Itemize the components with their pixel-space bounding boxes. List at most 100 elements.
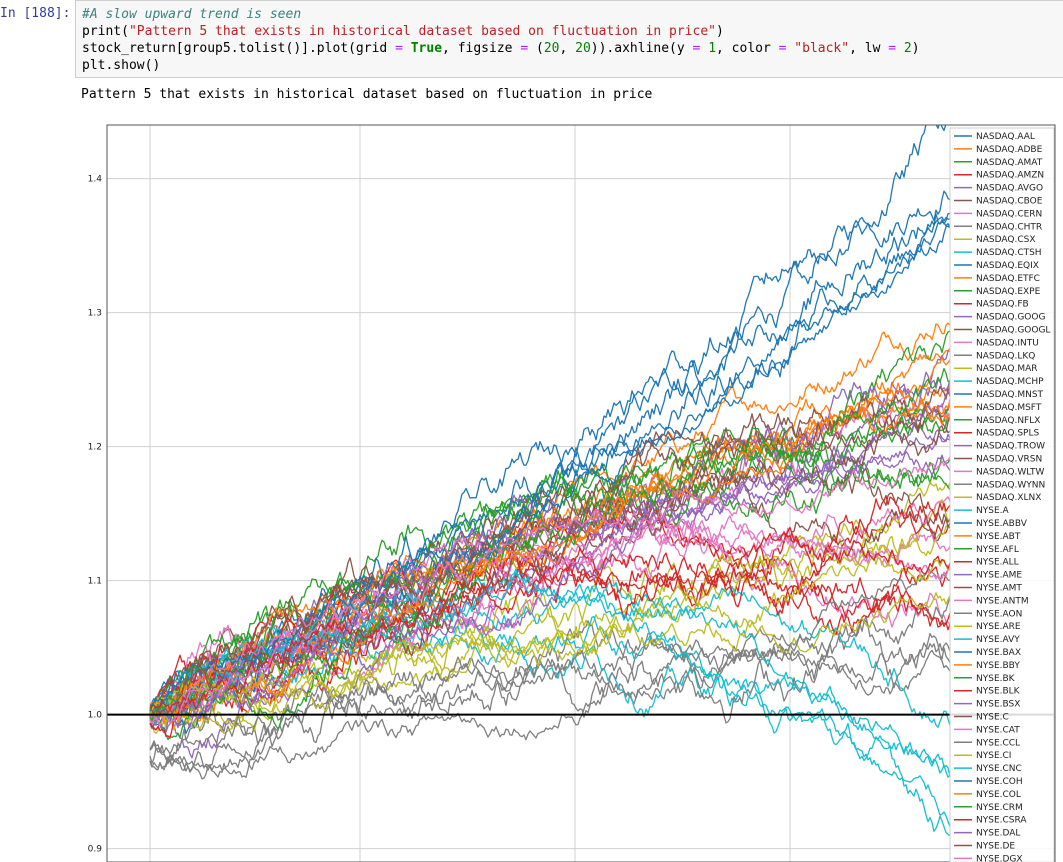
legend-label: NASDAQ.GOOG (976, 313, 1045, 323)
legend-label: NASDAQ.GOOGL (976, 326, 1050, 336)
code-line-2: print("Pattern 5 that exists in historic… (82, 23, 724, 40)
legend-label: NYSE.BK (976, 674, 1016, 684)
legend-label: NASDAQ.CBOE (976, 197, 1043, 207)
legend-label: NYSE.AME (976, 571, 1022, 581)
legend-label: NASDAQ.CTSH (976, 248, 1042, 258)
legend-label: NASDAQ.WLTW (976, 467, 1044, 477)
legend-label: NYSE.DE (976, 842, 1015, 852)
legend-label: NYSE.COH (976, 777, 1023, 787)
legend-label: NASDAQ.ETFC (976, 274, 1040, 284)
code-number: 20 (575, 41, 591, 56)
legend-label: NASDAQ.MCHP (976, 377, 1044, 387)
legend-label: NASDAQ.AVGO (976, 184, 1043, 194)
legend-label: NASDAQ.XLNX (976, 493, 1041, 503)
code-line-4: plt.show() (82, 57, 160, 74)
code-token: , color (716, 41, 779, 56)
legend-label: NASDAQ.MAR (976, 364, 1038, 374)
series-line-nyse-col (149, 356, 951, 720)
legend-label: NYSE.CRM (976, 803, 1023, 813)
code-keyword: True (402, 41, 443, 56)
code-line-3: stock_return[group5.tolist()].plot(grid … (82, 40, 920, 57)
legend-label: NASDAQ.INTU (976, 338, 1039, 348)
legend-label: NYSE.BAX (976, 648, 1021, 658)
code-number: 20 (543, 41, 560, 56)
legend-label: NASDAQ.NFLX (976, 416, 1040, 426)
cell-output-text: Pattern 5 that exists in historical data… (81, 87, 653, 102)
series-line-nyse-bsx (149, 350, 951, 719)
legend-label: NASDAQ.MSFT (976, 403, 1042, 413)
code-token: plt.show() (82, 58, 161, 73)
code-token: ) (715, 24, 724, 39)
legend-label: NASDAQ.ADBE (976, 145, 1043, 155)
legend-label: NYSE.AMT (976, 584, 1022, 594)
legend-label: NYSE.ARE (976, 622, 1021, 632)
legend-label: NASDAQ.AMAT (976, 158, 1043, 168)
axes-frame (106, 124, 1056, 862)
legend-label: NASDAQ.FB (976, 300, 1029, 310)
code-cell-editor[interactable]: #A slow upward trend is seen print("Patt… (75, 0, 1063, 78)
code-token: )).axhline(y (590, 41, 693, 56)
code-number: 1 (708, 41, 717, 56)
code-line-1: #A slow upward trend is seen (82, 6, 301, 23)
series-line-nyse-blk (149, 494, 951, 739)
code-operator: = (520, 41, 529, 56)
series-line-nyse-avy (149, 568, 951, 778)
y-tick-label: 1.4 (88, 175, 103, 185)
code-token: , (559, 41, 576, 56)
series-line-nyse-ci (149, 556, 951, 715)
y-tick-label: 1.1 (88, 577, 102, 587)
legend-label: NYSE.C (976, 713, 1009, 723)
legend-label: NASDAQ.MNST (976, 390, 1044, 400)
legend-label: NASDAQ.EXPE (976, 287, 1041, 297)
legend-label: NYSE.BLK (976, 687, 1021, 697)
legend-label: NYSE.BSX (976, 700, 1020, 710)
series-line-nasdaq-mnst (149, 225, 951, 718)
code-operator: = (395, 41, 403, 56)
code-token: , figsize (442, 41, 521, 56)
y-tick-label: 1.3 (88, 309, 102, 319)
series-line-nyse-crm (149, 367, 951, 723)
series-line-nasdaq-lkq (149, 597, 951, 779)
y-tick-label: 1.0 (88, 711, 103, 721)
legend-box (949, 127, 1055, 862)
series-line-nasdaq-ctsh (149, 620, 951, 837)
series-line-nyse-cat (149, 509, 951, 720)
legend-label: NASDAQ.CHTR (976, 222, 1042, 232)
series-line-nyse-dgx (149, 456, 951, 727)
legend-label: NYSE.ABT (976, 532, 1021, 542)
legend: NASDAQ.AAL NASDAQ.ADBE NASDAQ.AMAT NASDAQ.A… (949, 127, 1055, 862)
y-tick-label: 1.2 (88, 443, 102, 453)
code-token: print( (82, 24, 129, 39)
legend-label: NYSE.DGX (976, 854, 1023, 862)
code-operator: = (778, 41, 787, 56)
y-tick-label: 0.9 (88, 845, 103, 855)
legend-label: NYSE.A (976, 506, 1009, 516)
code-token: stock_return[group5.tolist()].plot(grid (82, 41, 396, 56)
series-line-nyse-ccl (149, 633, 951, 780)
legend-label: NYSE.ANTM (976, 596, 1029, 606)
legend-label: NYSE.AVY (976, 635, 1020, 645)
series-line-nyse-coh (149, 216, 951, 711)
legend-label: NYSE.AON (976, 609, 1022, 619)
legend-label: NYSE.CI (976, 751, 1011, 761)
legend-label: NYSE.CAT (976, 725, 1020, 735)
legend-label: NYSE.ALL (976, 558, 1019, 568)
legend-label: NASDAQ.EQIX (976, 261, 1039, 271)
series-line-nyse-all (149, 547, 951, 715)
code-number: 2 (903, 41, 912, 56)
legend-label: NASDAQ.SPLS (976, 429, 1039, 439)
legend-label: NYSE.CCL (976, 738, 1020, 748)
code-string: "black" (794, 41, 850, 56)
series-line-nyse-bby (149, 400, 951, 716)
series-line-nasdaq-xlnx (149, 523, 951, 732)
legend-label: NASDAQ.CSX (976, 235, 1035, 245)
legend-label: NASDAQ.TROW (976, 442, 1045, 452)
code-token: ) (911, 41, 920, 56)
legend-label: NYSE.DAL (976, 829, 1020, 839)
legend-label: NASDAQ.WYNN (976, 480, 1045, 490)
legend-label: NASDAQ.CERN (976, 209, 1042, 219)
legend-label: NYSE.CNC (976, 764, 1022, 774)
legend-label: NASDAQ.VRSN (976, 455, 1042, 465)
cell-prompt: In [188]: (0, 6, 71, 21)
